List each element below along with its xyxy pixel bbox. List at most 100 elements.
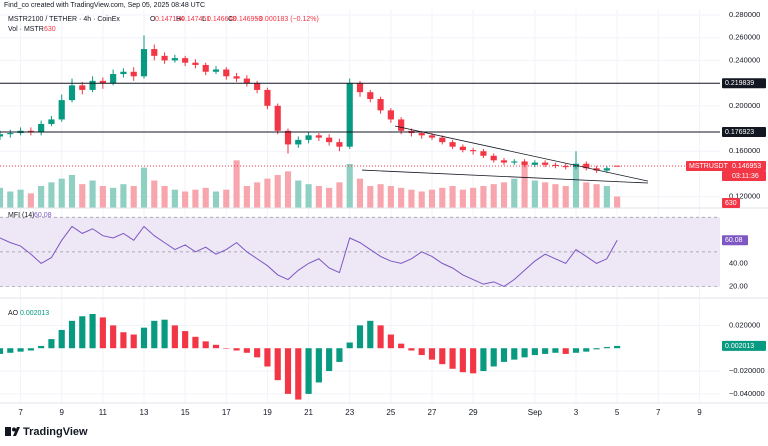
volume-label-box [722, 198, 740, 208]
ao-bar [295, 348, 302, 400]
ao-bar [120, 332, 127, 349]
volume-bar [542, 182, 549, 208]
candle-body [192, 62, 199, 65]
mfi-line [0, 225, 618, 288]
ao-bar [367, 320, 374, 349]
candle-body [418, 133, 425, 136]
ao-bar [110, 325, 117, 349]
volume-bar [408, 189, 415, 208]
candle-body [511, 161, 518, 163]
candle-body [254, 83, 261, 90]
volume-bar [182, 191, 189, 208]
x-tick-label: 15 [181, 408, 190, 417]
candle-body [552, 164, 559, 166]
ao-bar [192, 336, 199, 349]
volume-bar [0, 187, 4, 208]
ao-bar [305, 348, 312, 394]
candle-body [367, 92, 374, 100]
ohlc-key: O [150, 16, 156, 23]
candle-body [603, 168, 610, 171]
candle-body [305, 135, 312, 140]
ao-bar [387, 334, 394, 349]
ohlc-key: C [228, 16, 233, 23]
x-tick-label: 21 [304, 408, 313, 417]
ao-bar [572, 348, 580, 353]
volume-bar [110, 187, 117, 208]
volume-bar [521, 162, 528, 208]
hline-label-box [722, 127, 766, 138]
volume-bar [7, 191, 14, 208]
ao-bar [202, 341, 209, 349]
volume-bar [38, 186, 45, 208]
candle-body [326, 137, 333, 143]
mfi-label-box [722, 235, 748, 246]
candle-body [212, 69, 220, 72]
volume-bar [99, 186, 106, 208]
y-tick-label: 0.020000 [729, 320, 760, 329]
candle-body [346, 83, 353, 147]
ao-bar [284, 348, 292, 394]
volume-bar [572, 165, 580, 208]
candle-body [202, 64, 209, 72]
candle-body [521, 161, 528, 165]
ao-bar [151, 320, 158, 349]
candle-body [398, 119, 405, 131]
volume-bar [470, 187, 477, 208]
ao-bar [428, 348, 436, 360]
candle-body [428, 135, 436, 138]
candle-body [459, 146, 466, 151]
x-tick-label: 3 [574, 408, 579, 417]
brand-logo: TradingView [5, 426, 88, 438]
ao-bar [511, 348, 518, 360]
ohlc-value: 0.147194 [155, 16, 184, 23]
volume-label: 630 [725, 200, 737, 207]
volume-bar [490, 184, 497, 208]
volume-bar [511, 178, 518, 208]
candle-body [336, 142, 343, 147]
volume-bar [120, 184, 127, 208]
candle-body [387, 110, 394, 120]
candle-body [500, 160, 508, 163]
change: −0.000183 (−0.12%) [255, 16, 319, 23]
x-tick-label: Sep [528, 408, 543, 417]
volume-bar [562, 186, 569, 208]
candle-body [140, 49, 148, 77]
credit: Find_co created with TradingView.com, Se… [4, 2, 205, 9]
candle-body [264, 89, 271, 106]
ao-bar [593, 348, 600, 350]
volume-bar [387, 186, 394, 208]
candle-body [110, 74, 117, 84]
underlay [0, 10, 720, 403]
candle-body [0, 134, 4, 137]
ao-bar [408, 348, 415, 351]
ao-bar [27, 348, 34, 351]
volume-bar [89, 180, 96, 208]
ao-value: 0.002013 [20, 310, 49, 317]
ao-bar [99, 317, 106, 349]
candle-body [593, 168, 600, 171]
volume-bar [593, 184, 600, 208]
ao-bar [336, 348, 343, 362]
candle-body [243, 78, 250, 84]
volume-bar [398, 187, 405, 208]
ao-bar [398, 343, 405, 349]
volume-bar [295, 180, 302, 208]
ao-bar [0, 348, 4, 354]
candle-body [161, 55, 168, 61]
ao-bar [490, 348, 497, 367]
ao-title: AO [8, 310, 19, 317]
ao-bar [562, 348, 569, 354]
volume-value: 630 [44, 26, 56, 33]
x-tick-label: 11 [99, 408, 108, 417]
volume-bar [161, 186, 168, 208]
ao-bar [264, 348, 271, 367]
volume-bar [140, 167, 148, 208]
volume-bar [326, 187, 333, 208]
ao-bar [223, 348, 230, 349]
candle-body [295, 139, 302, 145]
volume-bar [367, 186, 374, 208]
ao-bar [89, 313, 96, 349]
y-tick-label: 0.260000 [729, 33, 760, 42]
volume-bar [531, 180, 538, 208]
x-tick-label: 7 [18, 408, 23, 417]
